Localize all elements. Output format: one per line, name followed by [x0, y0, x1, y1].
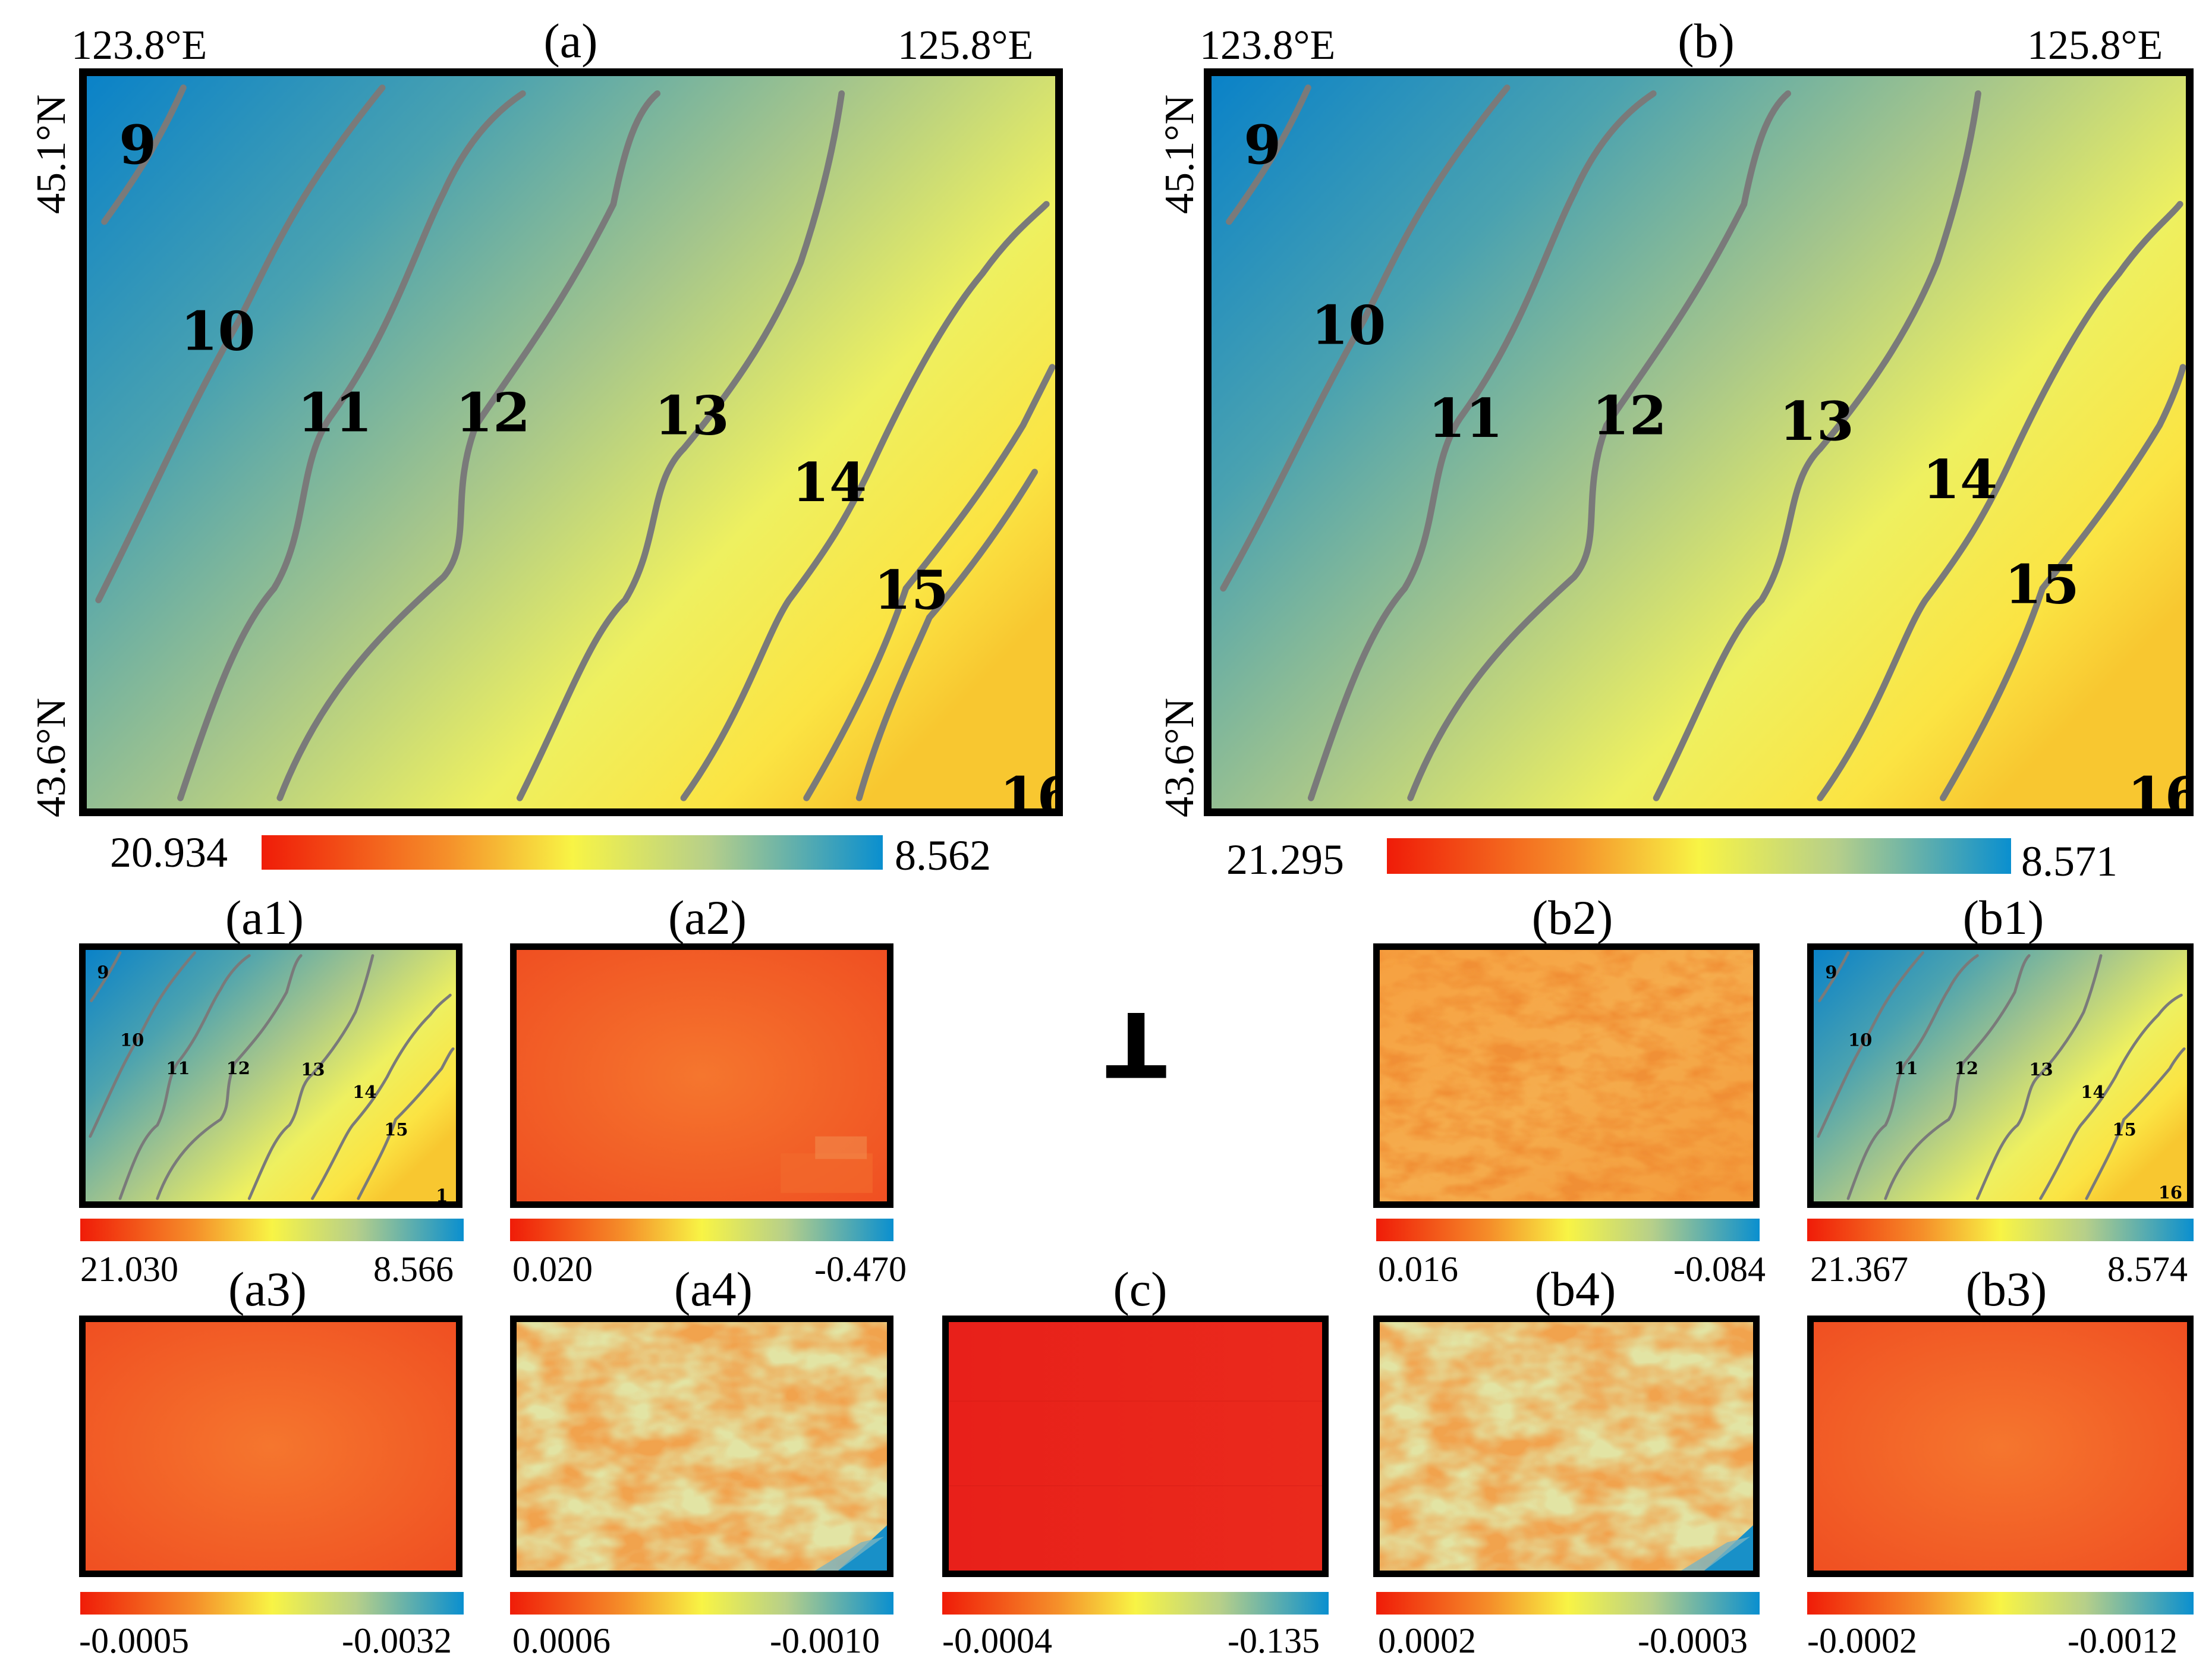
panel-b4-colorbar-max: -0.0003 — [1638, 1621, 1748, 1660]
panel-a1-contour-16: 1 — [436, 1185, 448, 1201]
panel-a1-contour-9: 9 — [97, 962, 109, 983]
panel-b2-title: (b2) — [1531, 890, 1613, 945]
panel-b-lon-right: 125.8°E — [2027, 23, 2163, 68]
panel-a1-colorbar — [80, 1219, 464, 1241]
panel-a2-colorbar — [510, 1219, 893, 1241]
panel-b4-colorbar — [1376, 1592, 1760, 1615]
panel-b-colorbar-max: 8.571 — [2021, 838, 2117, 885]
panel-b3-map — [1807, 1316, 2194, 1577]
panel-a1-contour-12: 12 — [226, 1058, 250, 1078]
panel-a1-map: 9 10 11 12 13 14 15 1 — [79, 943, 462, 1208]
panel-b2-map — [1373, 943, 1760, 1208]
panel-a-contours — [95, 84, 1055, 801]
panel-b2-colorbar-min: 0.016 — [1378, 1250, 1458, 1289]
panel-b-colorbar — [1387, 838, 2011, 874]
panel-a-colorbar — [262, 835, 883, 870]
panel-b-contour-14: 14 — [1922, 448, 1997, 511]
panel-a-contour-9: 9 — [119, 114, 156, 177]
panel-a-contour-12: 12 — [455, 382, 530, 445]
panel-b4-title: (b4) — [1534, 1262, 1616, 1316]
panel-a1-contour-15: 15 — [384, 1119, 408, 1140]
panel-a-colorbar-max: 8.562 — [895, 832, 991, 879]
panel-b1-map: 9 10 11 12 13 14 15 16 — [1807, 943, 2194, 1208]
panel-a4-colorbar-min: 0.0006 — [512, 1621, 611, 1660]
panel-a-title: (a) — [543, 14, 598, 68]
panel-b-contours — [1220, 84, 2186, 801]
panel-b3-colorbar-max: -0.0012 — [2068, 1621, 2178, 1660]
panel-a-contour-13: 13 — [655, 385, 729, 448]
panel-b3-colorbar — [1807, 1592, 2194, 1615]
panel-b-lon-left: 123.8°E — [1200, 23, 1336, 68]
panel-a2-title: (a2) — [668, 890, 747, 945]
panel-b-contour-10: 10 — [1311, 294, 1386, 357]
panel-a3-colorbar-min: -0.0005 — [79, 1621, 189, 1660]
panel-a-lon-right: 125.8°E — [898, 23, 1034, 68]
panel-b4-colorbar-min: 0.0002 — [1378, 1621, 1476, 1660]
panel-b-contour-15: 15 — [2005, 553, 2079, 616]
panel-a-colorbar-min: 20.934 — [110, 829, 228, 876]
panel-a-lon-left: 123.8°E — [71, 23, 207, 68]
panel-a4-map — [510, 1316, 893, 1577]
panel-a1-title: (a1) — [225, 890, 304, 945]
panel-b1-title: (b1) — [1962, 890, 2044, 945]
panel-b1-contour-14: 14 — [2081, 1082, 2104, 1102]
panel-b1-colorbar — [1807, 1219, 2194, 1241]
panel-b1-contour-12: 12 — [1955, 1058, 1978, 1078]
panel-b3-title: (b3) — [1965, 1262, 2047, 1316]
panel-a-lat-top: 45.1°N — [29, 94, 74, 214]
panel-b-contour-12: 12 — [1592, 385, 1667, 448]
panel-c-colorbar-max: -0.135 — [1228, 1621, 1320, 1660]
panel-a1-colorbar-min: 21.030 — [80, 1250, 178, 1289]
panel-b2-colorbar — [1376, 1219, 1760, 1241]
panel-a-contour-10: 10 — [180, 300, 255, 363]
panel-a2-map — [510, 943, 893, 1208]
panel-b-colorbar-min: 21.295 — [1226, 836, 1344, 883]
panel-c-title: (c) — [1113, 1262, 1168, 1316]
panel-b1-contour-16: 16 — [2158, 1182, 2182, 1201]
panel-b1-contour-9: 9 — [1825, 962, 1837, 983]
panel-b-map: 9 10 11 12 13 14 15 16 — [1204, 68, 2194, 816]
panel-b-title: (b) — [1678, 14, 1735, 68]
symbol-t: T — [1106, 992, 1167, 1095]
panel-a3-colorbar-max: -0.0032 — [342, 1621, 452, 1660]
panel-a1-contour-14: 14 — [353, 1082, 376, 1102]
panel-b2-colorbar-max: -0.084 — [1673, 1250, 1766, 1289]
panel-a-contour-11: 11 — [297, 382, 372, 445]
panel-a2-colorbar-min: 0.020 — [512, 1250, 593, 1289]
panel-c-colorbar — [942, 1592, 1329, 1615]
panel-b1-colorbar-max: 8.574 — [2107, 1250, 2188, 1289]
panel-a1-contour-11: 11 — [166, 1058, 190, 1078]
panel-b-contour-9: 9 — [1244, 114, 1281, 177]
panel-a3-colorbar — [80, 1592, 464, 1615]
panel-a4-colorbar — [510, 1592, 893, 1615]
panel-b-contour-11: 11 — [1428, 387, 1503, 450]
panel-b1-contour-10: 10 — [1848, 1030, 1872, 1050]
panel-b-contour-16: 16 — [2128, 766, 2186, 808]
panel-b3-colorbar-min: -0.0002 — [1807, 1621, 1917, 1660]
panel-b4-map — [1373, 1316, 1760, 1577]
panel-a-map: 9 10 11 12 13 14 15 16 — [79, 68, 1063, 816]
panel-b1-contour-15: 15 — [2112, 1119, 2136, 1140]
panel-b-contour-13: 13 — [1779, 390, 1854, 453]
panel-a2-colorbar-max: -0.470 — [814, 1250, 907, 1289]
panel-b-lat-bottom: 43.6°N — [1157, 697, 1203, 817]
panel-a3-title: (a3) — [228, 1262, 307, 1316]
panel-a-contour-16: 16 — [999, 766, 1055, 808]
panel-a1-contour-10: 10 — [120, 1030, 144, 1050]
panel-b1-contour-11: 11 — [1894, 1058, 1918, 1078]
panel-a1-contour-13: 13 — [301, 1059, 325, 1080]
panel-b1-colorbar-min: 21.367 — [1810, 1250, 1908, 1289]
panel-a-contour-15: 15 — [874, 559, 949, 622]
panel-c-colorbar-min: -0.0004 — [942, 1621, 1052, 1660]
panel-a3-map — [79, 1316, 462, 1577]
panel-a1-colorbar-max: 8.566 — [373, 1250, 454, 1289]
panel-a-lat-bottom: 43.6°N — [29, 697, 74, 817]
panel-a-contour-14: 14 — [792, 451, 867, 514]
panel-b-lat-top: 45.1°N — [1157, 94, 1203, 214]
panel-b1-contour-13: 13 — [2029, 1059, 2053, 1080]
panel-a4-title: (a4) — [674, 1262, 753, 1316]
panel-a4-colorbar-max: -0.0010 — [770, 1621, 880, 1660]
panel-c-map — [942, 1316, 1329, 1577]
